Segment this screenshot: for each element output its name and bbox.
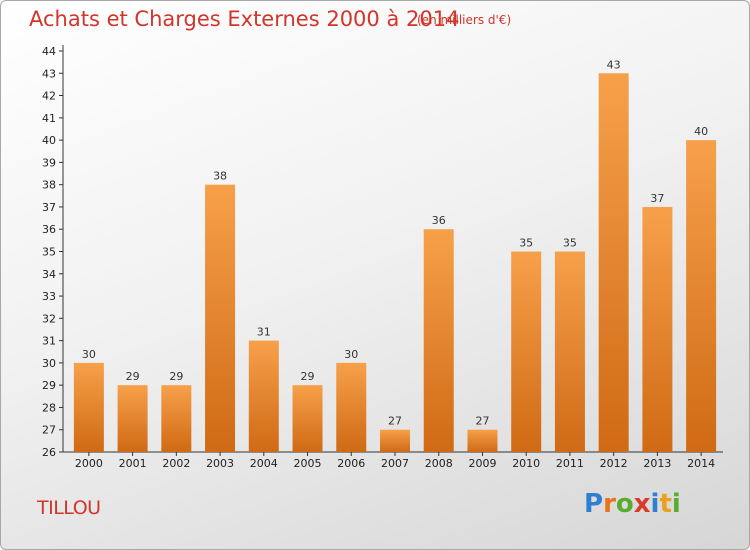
logo-letter: t — [659, 489, 672, 519]
proxiti-logo[interactable]: Proxiti — [584, 489, 681, 519]
chart-value-labels: 30 29 29 38 31 29 30 27 36 27 35 35 43 37 40 — [82, 58, 708, 427]
bar-2006 — [336, 362, 367, 452]
bar-2009 — [467, 429, 498, 452]
y-tick-label: 31 — [42, 335, 56, 348]
bar-2011 — [554, 251, 585, 452]
chart-title: Achats et Charges Externes 2000 à 2014 — [29, 7, 460, 31]
bar-2013 — [642, 206, 673, 452]
y-tick-label: 35 — [42, 246, 56, 259]
y-tick-label: 26 — [42, 446, 56, 459]
x-tick-label-2000: 2000 — [75, 457, 103, 470]
bar-2010 — [511, 251, 542, 452]
x-tick-label-2014: 2014 — [687, 457, 715, 470]
bar-2001 — [117, 385, 148, 452]
value-label-2014: 40 — [694, 125, 708, 138]
bar-2012 — [598, 73, 629, 453]
bar-2002 — [161, 385, 192, 452]
x-tick-label-2011: 2011 — [556, 457, 584, 470]
y-tick-label: 44 — [42, 45, 56, 58]
value-label-2006: 30 — [344, 348, 358, 361]
bar-2014 — [686, 140, 717, 452]
bar-2000 — [73, 362, 104, 452]
value-label-2011: 35 — [563, 237, 577, 250]
y-tick-label: 41 — [42, 112, 56, 125]
bar-2003 — [205, 184, 236, 452]
value-label-2002: 29 — [169, 370, 183, 383]
value-label-2004: 31 — [257, 326, 271, 339]
value-label-2009: 27 — [475, 415, 489, 428]
value-label-2008: 36 — [432, 214, 446, 227]
logo-letter: x — [633, 489, 651, 519]
logo-letter: P — [584, 489, 604, 519]
x-tick-label-2012: 2012 — [600, 457, 628, 470]
logo-letter: i — [650, 489, 660, 519]
y-tick-label: 38 — [42, 179, 56, 192]
chart-unit: (en milliers d'€) — [417, 13, 512, 27]
y-tick-label: 43 — [42, 67, 56, 80]
value-label-2005: 29 — [301, 370, 315, 383]
y-tick-label: 37 — [42, 201, 56, 214]
y-tick-label: 39 — [42, 156, 56, 169]
y-tick-label: 29 — [42, 379, 56, 392]
x-tick-label-2009: 2009 — [468, 457, 496, 470]
value-label-2013: 37 — [650, 192, 664, 205]
bar-2007 — [380, 429, 410, 452]
x-tick-label-2005: 2005 — [294, 457, 322, 470]
bar-2005 — [292, 385, 323, 452]
value-label-2000: 30 — [82, 348, 96, 361]
x-tick-label-2013: 2013 — [643, 457, 671, 470]
y-tick-label: 34 — [42, 268, 56, 281]
y-tick-label: 28 — [42, 401, 56, 414]
x-tick-label-2007: 2007 — [381, 457, 409, 470]
value-label-2003: 38 — [213, 170, 227, 183]
value-label-2007: 27 — [388, 415, 402, 428]
y-tick-label: 36 — [42, 223, 56, 236]
chart-bars — [73, 73, 717, 453]
y-tick-label: 30 — [42, 357, 56, 370]
bar-2004 — [248, 340, 279, 452]
x-tick-label-2003: 2003 — [206, 457, 234, 470]
y-tick-label: 42 — [42, 90, 56, 103]
logo-letter: r — [603, 489, 616, 519]
value-label-2010: 35 — [519, 237, 533, 250]
x-tick-label-2010: 2010 — [512, 457, 540, 470]
logo-letter: o — [615, 489, 634, 519]
y-tick-label: 33 — [42, 290, 56, 303]
x-tick-label-2004: 2004 — [250, 457, 278, 470]
commune-name: TILLOU — [37, 497, 101, 519]
value-label-2001: 29 — [126, 370, 140, 383]
x-tick-label-2006: 2006 — [337, 457, 365, 470]
x-tick-label-2008: 2008 — [425, 457, 453, 470]
value-label-2012: 43 — [607, 58, 621, 71]
chart-axes: 26 27 28 29 30 31 32 33 34 35 36 37 38 39 40 41 42 43 44 20… — [42, 45, 723, 470]
x-tick-label-2001: 2001 — [119, 457, 147, 470]
y-tick-label: 40 — [42, 134, 56, 147]
x-tick-label-2002: 2002 — [162, 457, 190, 470]
logo-letter: i — [671, 489, 681, 519]
y-tick-label: 27 — [42, 424, 56, 437]
y-tick-label: 32 — [42, 312, 56, 325]
bar-2008 — [423, 229, 454, 452]
